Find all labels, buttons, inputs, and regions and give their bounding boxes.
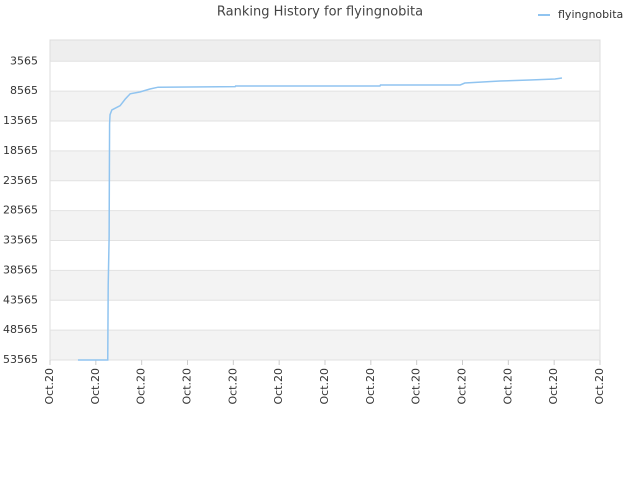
- y-tick-label: 28565: [3, 204, 38, 217]
- y-tick-label: 48565: [3, 323, 38, 336]
- x-tick-label: Oct.20: [593, 368, 606, 405]
- y-tick-label: 43565: [3, 293, 38, 306]
- legend-label: flyingnobita: [558, 8, 623, 21]
- x-tick-label: Oct.20: [43, 368, 56, 405]
- plot-band: [50, 210, 600, 241]
- x-tick-label: Oct.20: [135, 368, 148, 405]
- x-tick-label: Oct.20: [501, 368, 514, 405]
- plot-band: [50, 40, 600, 62]
- plot-band: [50, 330, 600, 360]
- y-tick-label: 53565: [3, 353, 38, 366]
- plot-band: [50, 121, 600, 151]
- plot-band: [50, 270, 600, 301]
- chart-title: Ranking History for flyingnobita: [217, 5, 423, 20]
- plot-band: [50, 240, 600, 271]
- plot-band: [50, 300, 600, 331]
- y-tick-label: 23565: [3, 174, 38, 187]
- plot-band: [50, 91, 600, 122]
- plot-band: [50, 180, 600, 211]
- x-tick-label: Oct.20: [181, 368, 194, 405]
- y-tick-label: 33565: [3, 234, 38, 247]
- y-tick-label: 13565: [3, 114, 38, 127]
- y-tick-label: 3565: [10, 54, 38, 67]
- x-tick-label: Oct.20: [456, 368, 469, 405]
- x-tick-label: Oct.20: [272, 368, 285, 405]
- x-tick-label: Oct.20: [226, 368, 239, 405]
- series-line: [77, 77, 563, 361]
- x-tick-label: Oct.20: [318, 368, 331, 405]
- x-tick-label: Oct.20: [410, 368, 423, 405]
- x-tick-label: Oct.20: [547, 368, 560, 405]
- y-tick-label: 8565: [10, 84, 38, 97]
- plot-band: [50, 150, 600, 181]
- y-tick-label: 38565: [3, 263, 38, 276]
- x-tick-label: Oct.20: [364, 368, 377, 405]
- x-tick-label: Oct.20: [89, 368, 102, 405]
- y-tick-label: 18565: [3, 144, 38, 157]
